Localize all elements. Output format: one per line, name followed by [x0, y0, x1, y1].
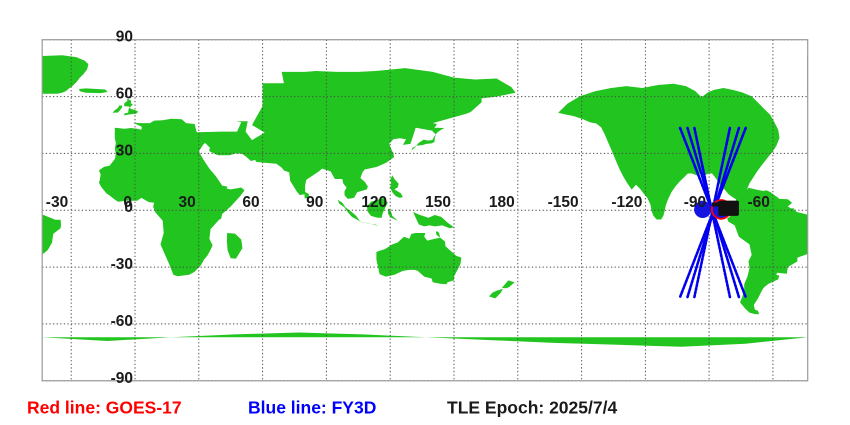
svg-text:-150: -150 — [548, 194, 579, 211]
svg-text:-120: -120 — [611, 194, 642, 211]
svg-text:180: 180 — [489, 194, 515, 211]
svg-text:-60: -60 — [111, 313, 133, 330]
svg-text:0: 0 — [124, 199, 133, 216]
svg-text:Blue line: FY3D: Blue line: FY3D — [248, 398, 376, 418]
svg-text:120: 120 — [361, 194, 387, 211]
svg-text:-60: -60 — [747, 194, 769, 211]
svg-text:60: 60 — [242, 194, 259, 211]
svg-text:60: 60 — [116, 86, 133, 103]
svg-text:Red line: GOES-17: Red line: GOES-17 — [27, 398, 182, 418]
svg-text:TLE Epoch: 2025/7/4: TLE Epoch: 2025/7/4 — [447, 398, 617, 418]
svg-text:30: 30 — [116, 142, 133, 159]
svg-text:90: 90 — [116, 29, 133, 46]
svg-text:150: 150 — [425, 194, 451, 211]
svg-text:30: 30 — [179, 194, 196, 211]
svg-text:-90: -90 — [684, 194, 706, 211]
svg-text:-30: -30 — [111, 256, 133, 273]
svg-text:-30: -30 — [46, 194, 68, 211]
svg-text:-90: -90 — [111, 370, 133, 387]
svg-text:90: 90 — [306, 194, 323, 211]
